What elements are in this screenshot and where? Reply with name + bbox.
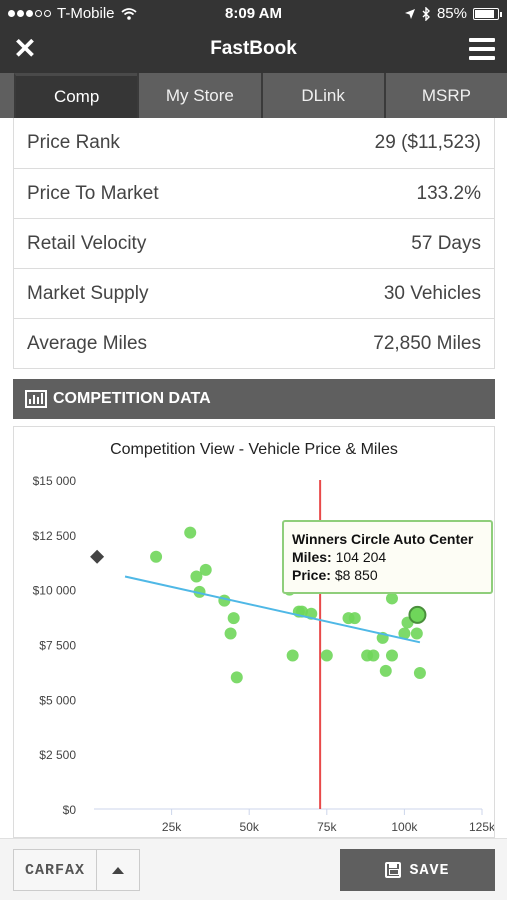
metric-value: 133.2%: [416, 182, 481, 204]
metric-label: Average Miles: [27, 332, 148, 354]
y-tick-label: $15 000: [33, 474, 77, 488]
location-arrow-icon: [404, 8, 415, 19]
data-point: [410, 627, 423, 640]
y-tick-label: $12 500: [33, 529, 77, 543]
tooltip-miles-label: Miles:: [292, 549, 332, 565]
status-time: 8:09 AM: [225, 5, 282, 22]
expand-button[interactable]: [97, 849, 140, 891]
carrier-label: T-Mobile: [57, 5, 115, 22]
data-point: [385, 649, 398, 662]
metric-row-retail-velocity: Retail Velocity 57 Days: [14, 218, 494, 268]
data-point: [286, 649, 299, 662]
y-tick-label: $0: [63, 803, 77, 817]
x-tick-label: 75k: [317, 820, 337, 834]
tab-my-store[interactable]: My Store: [137, 73, 260, 118]
chart-tooltip: Winners Circle Auto Center Miles: 104 20…: [282, 520, 493, 594]
tooltip-miles: Miles: 104 204: [292, 548, 483, 566]
x-tick-label: 25k: [162, 820, 182, 834]
metric-label: Price Rank: [27, 132, 120, 153]
battery-percent: 85%: [436, 5, 467, 22]
tab-msrp[interactable]: MSRP: [383, 73, 507, 118]
data-point: [379, 664, 392, 677]
bluetooth-icon: [422, 6, 430, 21]
trend-line: [124, 575, 421, 644]
hamburger-menu-icon[interactable]: [469, 38, 495, 60]
tab-comp[interactable]: Comp: [14, 73, 138, 118]
app-header: ✕ FastBook: [0, 28, 507, 73]
y-tick-label: $5 000: [39, 693, 76, 707]
metric-value: 72,850 Miles: [373, 332, 481, 354]
floppy-disk-icon: [385, 862, 402, 878]
bar-chart-icon: [25, 390, 47, 408]
y-tick-label: $2 500: [39, 748, 76, 762]
data-point: [398, 627, 411, 640]
selected-data-point: [408, 605, 427, 624]
signal-dots-icon: [8, 10, 51, 17]
x-tick-label: 100k: [391, 820, 418, 834]
save-label: SAVE: [409, 861, 450, 879]
metric-label: Market Supply: [27, 282, 149, 304]
data-point: [413, 667, 426, 680]
tooltip-price-value: $8 850: [334, 567, 378, 583]
tooltip-title: Winners Circle Auto Center: [292, 531, 474, 547]
data-point: [348, 612, 361, 625]
save-button[interactable]: SAVE: [340, 849, 495, 891]
competition-data-header[interactable]: COMPETITION DATA: [13, 379, 495, 419]
scatter-chart: Competition View - Vehicle Price & Miles…: [33, 441, 494, 834]
tab-dlink[interactable]: DLink: [260, 73, 384, 118]
caret-up-icon: [112, 866, 124, 874]
tab-bar: Comp My Store DLink MSRP: [0, 73, 507, 118]
metrics-table: Price Rank 29 ($11,523) Price To Market …: [13, 118, 495, 369]
data-point: [190, 570, 203, 583]
data-point: [199, 563, 212, 576]
status-right: 85%: [404, 5, 502, 22]
y-tick-label: $7 500: [39, 639, 76, 653]
data-point: [385, 592, 398, 605]
x-tick-label: 125k: [469, 820, 494, 834]
data-point: [224, 627, 237, 640]
carfax-button[interactable]: CARFAX: [13, 849, 97, 891]
status-bar: T-Mobile 8:09 AM 85%: [0, 0, 507, 28]
metric-row-price-to-market: Price To Market 133.2%: [14, 168, 494, 218]
y-tick-label: $10 000: [33, 584, 77, 598]
status-left: T-Mobile: [8, 5, 137, 22]
data-point: [230, 671, 243, 684]
metric-value: 30 Vehicles: [383, 282, 481, 304]
chart-title: Competition View - Vehicle Price & Miles: [110, 441, 398, 458]
battery-icon: [473, 7, 502, 20]
data-point: [320, 649, 333, 662]
metric-row-price-rank: Price Rank 29 ($11,523): [14, 118, 494, 168]
battery-fill: [475, 9, 494, 18]
tooltip-miles-value: 104 204: [335, 549, 387, 565]
data-point: [193, 585, 206, 598]
data-point: [184, 526, 197, 539]
metric-value: 29 ($11,523): [374, 132, 481, 153]
data-point: [218, 594, 231, 607]
data-point: [227, 612, 240, 625]
page-title: FastBook: [210, 38, 297, 59]
section-title: COMPETITION DATA: [53, 390, 211, 407]
competition-chart: Competition View - Vehicle Price & Miles…: [13, 426, 495, 838]
metric-row-market-supply: Market Supply 30 Vehicles: [14, 268, 494, 318]
metric-value: 57 Days: [411, 232, 481, 254]
metric-label: Retail Velocity: [27, 232, 147, 254]
close-icon[interactable]: ✕: [13, 33, 37, 64]
footer-toolbar: CARFAX SAVE: [0, 838, 507, 900]
x-tick-label: 50k: [240, 820, 260, 834]
wifi-icon: [120, 7, 137, 20]
metric-label: Price To Market: [27, 182, 159, 204]
tab-spacer: [0, 73, 14, 118]
data-point: [367, 649, 380, 662]
tooltip-price-label: Price:: [292, 567, 331, 583]
my-vehicle-marker: [90, 549, 105, 564]
data-point: [150, 550, 163, 563]
metric-row-average-miles: Average Miles 72,850 Miles: [14, 318, 494, 368]
tooltip-price: Price: $8 850: [292, 566, 483, 584]
